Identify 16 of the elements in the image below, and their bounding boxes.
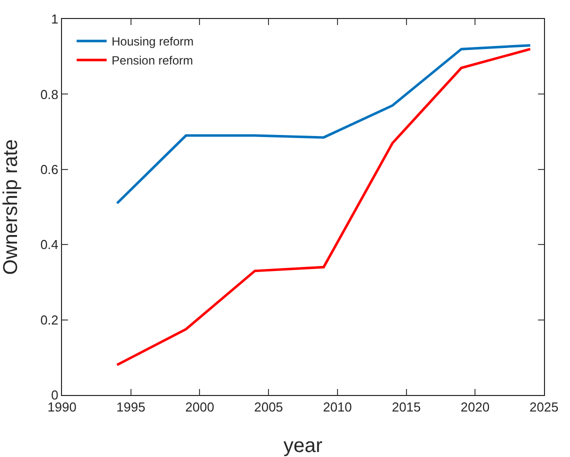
x-tick-label: 2025 [530,400,558,415]
y-tick-label: 0.8 [40,86,58,102]
x-tick-label: 2020 [460,400,490,415]
y-tick-label: 0.4 [40,237,58,252]
x-tick-label: 2005 [254,400,284,415]
y-tick-label: 0.6 [40,162,58,177]
legend-label: Pension reform [112,54,194,68]
x-tick-label: 1995 [116,400,146,415]
y-tick-label: 0.2 [40,312,58,328]
y-tick-label: 1 [51,12,58,27]
x-tick-label: 2000 [185,400,214,415]
legend-label: Housing reform [112,34,194,49]
x-tick-label: 2015 [392,400,421,415]
y-axis-title: Ownership rate [0,139,22,275]
x-tick-label: 2010 [322,400,352,415]
x-axis-title: year [284,435,323,457]
